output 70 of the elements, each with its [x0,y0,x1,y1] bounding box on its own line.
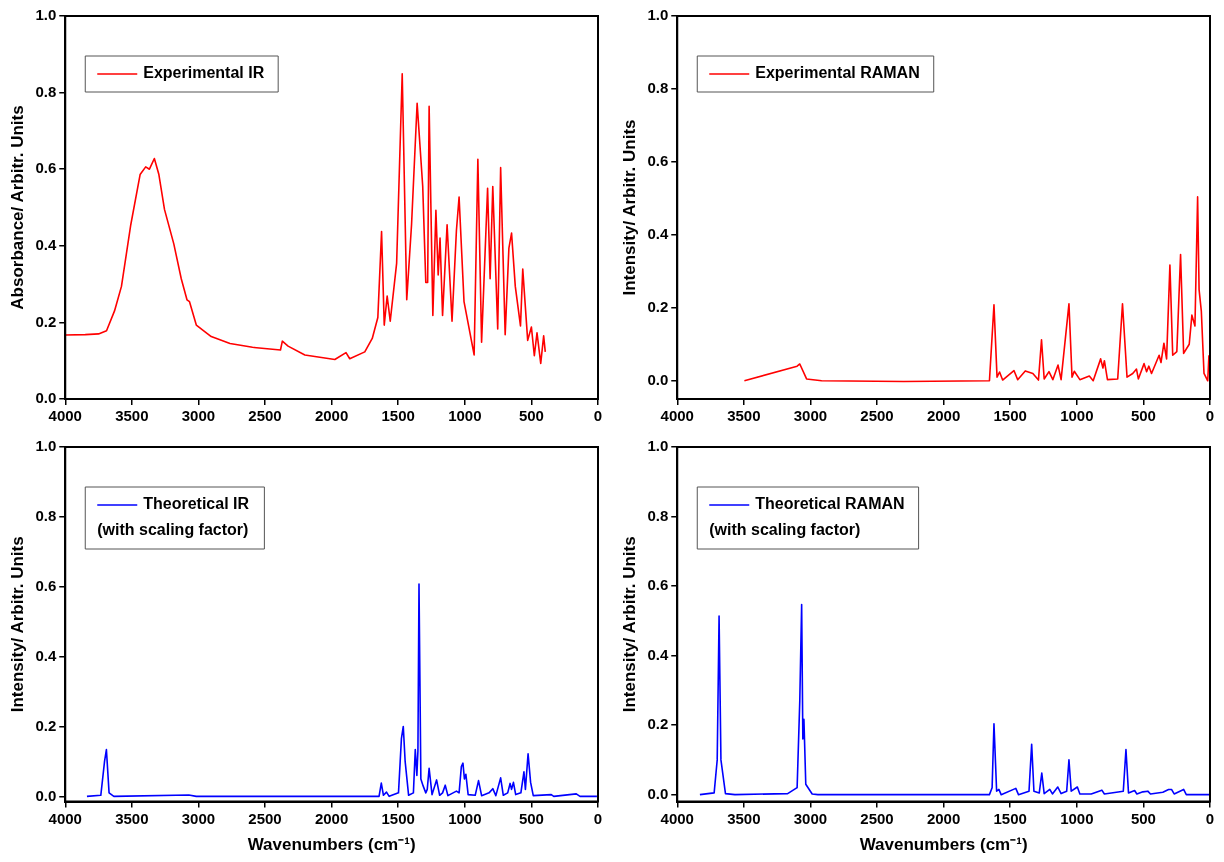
y-axis-title: Intensity/ Arbitr. Units [7,536,27,713]
y-tick-label: 0.0 [647,784,669,802]
y-tick-label: 0.6 [647,152,669,170]
y-tick-label: 1.0 [647,437,669,455]
x-tick-label: 500 [518,407,544,425]
x-tick-label: 0 [593,809,603,827]
y-tick-label: 1.0 [35,6,57,24]
x-tick-label: 4000 [660,407,694,425]
y-tick-label: 1.0 [35,437,57,455]
y-tick-label: 0.8 [647,79,669,97]
y-tick-label: 0.4 [35,235,57,253]
y-tick-label: 1.0 [647,6,669,24]
legend-label: Experimental RAMAN [755,64,920,82]
x-tick-label: 1000 [1060,809,1094,827]
y-tick-label: 0.0 [647,370,669,388]
y-tick-label: 0.2 [35,716,57,734]
y-tick-label: 0.6 [35,576,57,594]
x-tick-label: 1500 [993,407,1027,425]
x-tick-label: 500 [518,809,544,827]
y-axis-title: Intensity/ Arbitr. Units [619,119,639,296]
y-tick-label: 0.6 [647,576,669,594]
x-tick-label: 2500 [860,407,894,425]
x-tick-label: 3500 [727,809,761,827]
y-axis-title: Intensity/ Arbitr. Units [619,536,639,713]
y-axis-title: Absorbance/ Arbitr. Units [7,105,27,310]
x-tick-label: 1000 [448,407,482,425]
x-tick-label: 3000 [181,407,216,425]
legend-label: Experimental IR [143,64,265,82]
x-tick-label: 500 [1130,407,1156,425]
y-tick-label: 0.2 [647,297,669,315]
y-tick-label: 0.4 [647,645,669,663]
x-tick-label: 4000 [660,809,694,827]
x-tick-label: 3500 [727,407,761,425]
y-tick-label: 0.6 [35,159,57,177]
x-tick-label: 0 [1205,407,1215,425]
y-tick-label: 0.2 [647,715,669,733]
x-tick-label: 2500 [248,407,282,425]
x-tick-label: 0 [593,407,603,425]
x-axis-title: Wavenumbers (cm⁻¹) [859,835,1028,855]
y-tick-label: 0.4 [35,646,57,664]
x-tick-label: 3000 [793,809,828,827]
x-tick-label: 2000 [314,809,349,827]
x-tick-label: 1500 [381,809,415,827]
x-tick-label: 2000 [314,407,349,425]
x-tick-label: 2500 [248,809,282,827]
x-tick-label: 3000 [181,809,216,827]
x-tick-label: 4000 [48,407,82,425]
x-tick-label: 3000 [793,407,828,425]
legend-label: Theoretical RAMAN (with scaling factor) [709,495,905,539]
x-tick-label: 1000 [1060,407,1094,425]
x-axis-title: Wavenumbers (cm⁻¹) [247,835,416,855]
x-tick-label: 2000 [926,407,961,425]
x-tick-label: 0 [1205,809,1215,827]
x-tick-label: 1000 [448,809,482,827]
y-tick-label: 0.8 [35,507,57,525]
y-tick-label: 0.4 [647,225,669,242]
x-tick-label: 3500 [115,809,149,827]
y-tick-label: 0.2 [35,312,57,330]
x-tick-label: 4000 [48,809,82,827]
x-tick-label: 3500 [115,407,149,425]
x-tick-label: 2500 [860,809,894,827]
y-tick-label: 0.0 [35,389,57,407]
x-tick-label: 500 [1130,809,1156,827]
x-tick-label: 2000 [926,809,961,827]
x-tick-label: 1500 [381,407,415,425]
y-tick-label: 0.8 [35,82,57,100]
legend-label: Theoretical IR (with scaling factor) [97,495,250,539]
y-tick-label: 0.0 [35,786,57,804]
x-tick-label: 1500 [993,809,1027,827]
y-tick-label: 0.8 [647,506,669,524]
